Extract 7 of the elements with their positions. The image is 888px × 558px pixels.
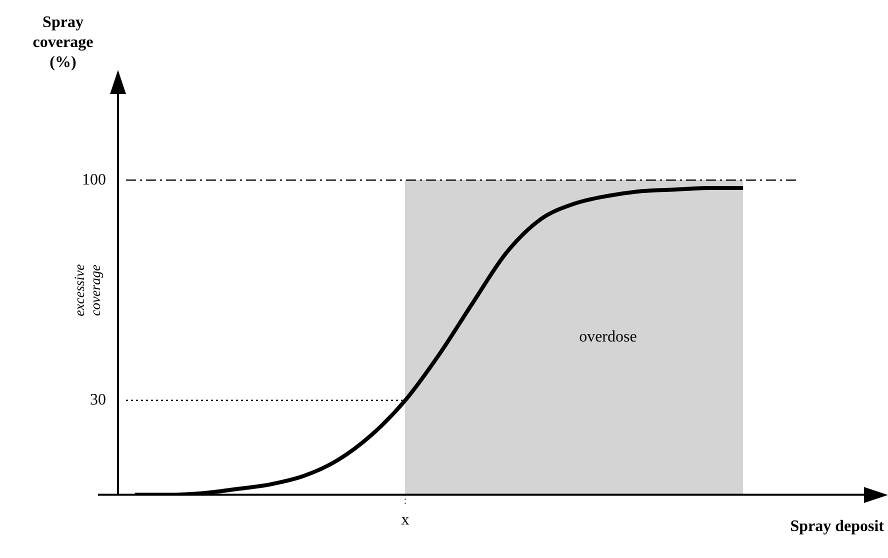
x-tick-label: x xyxy=(401,512,410,529)
text: excessive coverage xyxy=(73,264,104,316)
x-axis-title: Spray deposit xyxy=(790,518,885,535)
annotation: overdose xyxy=(579,328,637,346)
y-axis-title: Spray coverage (%) xyxy=(32,14,94,71)
y-tick-label: 30 xyxy=(90,392,106,409)
y-tick-label: 100 xyxy=(82,171,106,188)
